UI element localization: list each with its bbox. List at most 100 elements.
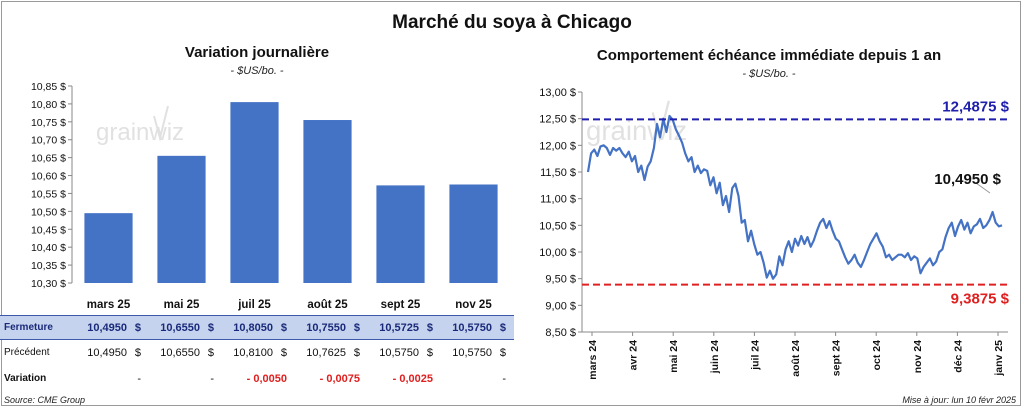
table-cell: 10,6550	[160, 347, 200, 359]
bar	[157, 155, 206, 283]
annotation-leader	[975, 182, 991, 194]
x-tick-label: avr 24	[628, 340, 640, 371]
y-tick-label: 12,00 $	[539, 140, 576, 152]
source-note: Source: CME Group	[4, 395, 86, 405]
table-cell-currency: $	[134, 347, 141, 359]
table-cell-currency: $	[207, 347, 214, 359]
x-tick-label: juin 24	[709, 340, 721, 374]
y-tick-label: 10,50 $	[31, 206, 66, 218]
table-cell: - 0,0025	[392, 373, 433, 385]
y-tick-label: 10,60 $	[31, 171, 66, 183]
table-cell: 10,5725	[379, 322, 419, 334]
table-cell: 10,8050	[233, 322, 273, 334]
table-row-label: Fermeture	[4, 322, 53, 333]
table-row-label: Variation	[4, 373, 47, 384]
y-tick-label: 9,50 $	[545, 274, 576, 286]
table-cell-currency: $	[280, 322, 287, 334]
x-tick-label: déc 24	[952, 340, 964, 373]
grainwiz-watermark: grainwiz	[586, 100, 687, 146]
x-tick-label: oct 24	[871, 340, 883, 371]
y-tick-label: 10,55 $	[31, 188, 66, 200]
table-cell-currency: $	[207, 322, 214, 334]
y-tick-label: 10,30 $	[31, 278, 66, 290]
right-chart-unit: - $US/bo. -	[742, 68, 796, 80]
x-category-label: mai 25	[164, 299, 200, 311]
x-tick-label: mars 24	[587, 340, 599, 380]
y-tick-label: 10,80 $	[31, 99, 66, 111]
table-cell-currency: $	[499, 347, 506, 359]
table-row-précédent: Précédent $10,4950 $10,6550 $10,8100 $10,762…	[0, 341, 514, 366]
table-cell: 10,4950	[87, 347, 127, 359]
table-cell-currency: $	[426, 322, 433, 334]
bar	[230, 102, 279, 283]
bar	[84, 213, 133, 283]
x-tick-label: janv 25	[993, 340, 1005, 377]
table-row-variation: Variation - - - 0,0050 - 0,0075 - 0,0025 -	[0, 367, 514, 392]
y-tick-label: 10,40 $	[31, 242, 66, 254]
x-category-label: sept 25	[381, 299, 421, 311]
y-tick-label: 10,50 $	[539, 220, 576, 232]
right-chart-title: Comportement échéance immédiate depuis 1…	[596, 47, 942, 64]
table-cell-currency: $	[280, 347, 287, 359]
y-tick-label: 10,65 $	[31, 153, 66, 165]
x-category-label: août 25	[307, 299, 348, 311]
table-cell: -	[502, 373, 506, 385]
bar	[303, 120, 352, 283]
x-category-label: juil 25	[237, 299, 271, 311]
table-cell: 10,7625	[306, 347, 346, 359]
watermark-mark	[153, 105, 169, 142]
table-cell: 10,4950	[87, 322, 127, 334]
table-cell-currency: $	[134, 322, 141, 334]
bar	[376, 185, 425, 283]
bar-chart: 10,30 $ 10,35 $ 10,40 $ 10,45 $ 10,50 $ 10,55…	[31, 81, 498, 311]
x-tick-label: mai 24	[668, 340, 680, 373]
table-cell: 10,6550	[160, 322, 200, 334]
table-cell-currency: $	[353, 322, 360, 334]
table-row-label: Précédent	[4, 347, 50, 358]
reference-line-label: 9,3875 $	[951, 291, 1010, 308]
table-cell-currency: $	[353, 347, 360, 359]
y-tick-label: 10,35 $	[31, 260, 66, 272]
line-chart: 8,50 $ 9,00 $ 9,50 $ 10,00 $ 10,50 $ 11,00 $ 1…	[539, 87, 1010, 380]
y-tick-label: 11,50 $	[540, 167, 576, 179]
table-cell: - 0,0050	[246, 373, 287, 385]
x-category-label: nov 25	[455, 299, 492, 311]
bar	[449, 184, 498, 283]
left-chart-unit: - $US/bo. -	[230, 65, 284, 77]
main-title: Marché du soya à Chicago	[392, 12, 632, 33]
y-tick-label: 8,50 $	[545, 327, 576, 339]
table-cell: 10,7550	[306, 322, 346, 334]
y-tick-label: 13,00 $	[539, 87, 576, 99]
y-tick-label: 10,45 $	[31, 224, 66, 236]
x-category-label: mars 25	[87, 299, 131, 311]
table-cell: - 0,0075	[319, 373, 360, 385]
table-cell: 10,5750	[452, 347, 492, 359]
price-series-line	[586, 114, 1003, 280]
table-cell: 10,5750	[379, 347, 419, 359]
y-tick-label: 10,85 $	[31, 81, 66, 93]
y-tick-label: 11,00 $	[540, 194, 576, 206]
table-cell-currency: $	[499, 322, 506, 334]
y-tick-label: 10,75 $	[31, 117, 66, 129]
table-cell: -	[210, 373, 214, 385]
table-cell-currency: $	[426, 347, 433, 359]
table-cell: -	[137, 373, 141, 385]
x-tick-label: sept 24	[831, 340, 843, 376]
x-tick-label: août 24	[790, 340, 802, 377]
watermark-text: grainwiz	[96, 119, 184, 146]
y-tick-label: 10,00 $	[539, 247, 576, 259]
left-chart-title: Variation journalière	[184, 44, 330, 61]
updated-note: Mise à jour: lun 10 févr 2025	[902, 395, 1016, 405]
x-tick-label: juil 24	[749, 340, 761, 371]
y-tick-label: 12,50 $	[539, 114, 576, 126]
table-cell: 10,5750	[452, 322, 492, 334]
x-tick-label: nov 24	[912, 340, 924, 373]
last-price-annotation: 10,4950 $	[934, 171, 1001, 188]
y-tick-label: 9,00 $	[545, 300, 576, 312]
reference-line-label: 12,4875 $	[942, 98, 1009, 115]
grainwiz-watermark: grainwiz	[96, 105, 184, 146]
y-tick-label: 10,70 $	[31, 135, 66, 147]
table-row-fermeture: Fermeture $10,4950 $10,6550 $10,8050 $10,755…	[0, 315, 514, 340]
table-cell: 10,8100	[233, 347, 273, 359]
